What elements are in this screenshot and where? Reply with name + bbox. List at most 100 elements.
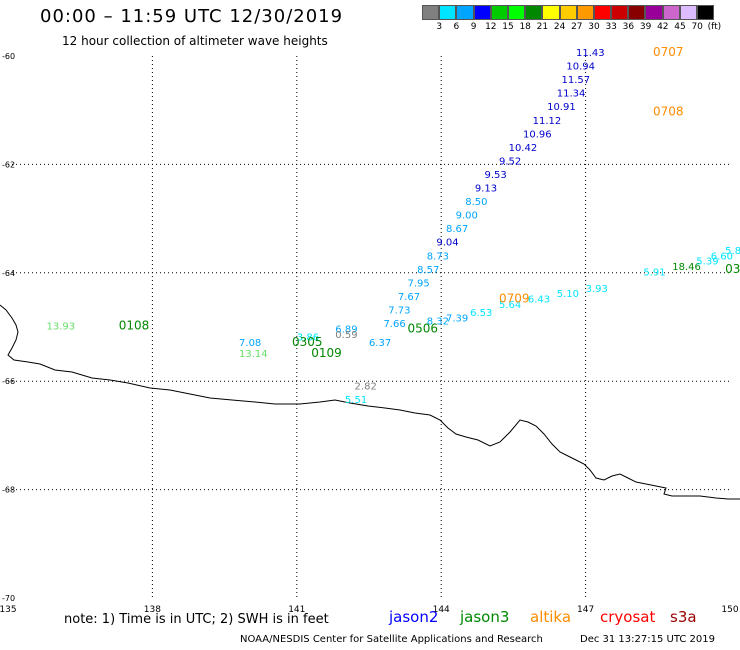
y-tick-label: -68 [2,486,15,495]
wave-values: 11.43 10.94 11.57 11.34 10.91 11.12 10.96 10.42… [47,48,740,406]
y-tick-label: -62 [2,160,15,169]
track-label: 0709 [499,292,530,306]
wave-value: 7.39 [446,314,468,325]
legend-label: 12 [485,22,497,32]
plot-area [8,56,730,598]
track-label: 0109 [311,346,342,360]
wave-value: 8.73 [427,251,449,262]
legend-labels: 3 6 9 12 15 18 21 24 27 30 33 36 39 42 45 70 (ft) [422,22,732,36]
map-title: 00:00 – 11:59 UTC 12/30/2019 [40,6,344,27]
legend-label: 21 [536,22,549,32]
wave-value: 8.67 [446,224,468,235]
legend-swatch [628,5,646,20]
axis-tick-labels: 135 138 141 144 147 150 -60 -62 -64 -66 -68 -70 [0,52,739,615]
satellite-cryosat: cryosat [600,608,656,626]
wave-value: 8.50 [465,197,487,208]
wave-value: 7.66 [383,319,405,330]
wave-value: 13.93 [47,322,76,333]
legend-swatch [576,5,594,20]
track-label: 0506 [408,321,439,335]
footer-note: note: 1) Time is in UTC; 2) SWH is in fe… [64,612,329,627]
y-tick-label: -60 [2,52,15,61]
wave-value: 10.96 [523,129,552,140]
legend-swatch [697,5,715,20]
wave-value: 11.34 [557,89,586,100]
wave-value: 9.13 [475,184,497,195]
legend-swatch [422,5,440,20]
satellite-jason2: jason2 [389,608,439,626]
wave-value: 9.04 [436,238,458,249]
wave-value: 3.93 [586,284,608,295]
y-tick-label: -70 [2,594,15,603]
wave-height-legend: 3 6 9 12 15 18 21 24 27 30 33 36 39 42 45 70 (ft) [422,5,732,37]
wave-value: 6.89 [335,324,357,335]
wave-value: 11.57 [562,75,591,86]
wave-value: 6.53 [470,308,492,319]
satellite-s3a: s3a [670,608,697,626]
legend-label: 24 [553,22,566,32]
legend-swatch [456,5,474,20]
wave-value: 11.43 [576,48,605,59]
wave-value: 0.59 [335,330,357,341]
track-label: 0708 [653,105,684,119]
legend-swatch [611,5,629,20]
legend-label: 9 [470,22,477,32]
legend-label: 33 [605,22,617,32]
wave-value: 5.39 [696,257,718,268]
legend-swatch [559,5,577,20]
wave-value: 5.10 [557,289,579,300]
track-label: 030 [725,262,740,276]
wave-value: 5.86 [725,246,740,257]
satellite-altika: altika [530,608,572,626]
legend-swatch [439,5,457,20]
legend-swatch [679,5,697,20]
wave-value: 8.32 [427,316,449,327]
x-tick-label: 144 [433,605,450,615]
wave-value: 6.60 [711,251,733,262]
wave-value: 9.00 [456,211,478,222]
graticule [8,56,730,598]
legend-label: 45 [674,22,686,32]
wave-value: 9.52 [499,156,521,167]
legend-label: 18 [519,22,531,32]
legend-label: 27 [571,22,583,32]
legend-swatch [473,5,491,20]
x-tick-label: 147 [577,605,594,615]
legend-label: 36 [622,22,635,32]
map-subtitle: 12 hour collection of altimeter wave hei… [62,34,328,48]
legend-swatch [593,5,612,20]
legend-swatch [507,5,526,20]
credit-text: NOAA/NESDIS Center for Satellite Applica… [240,634,543,645]
x-tick-label: 138 [144,605,161,615]
wave-value: 2.82 [355,381,377,392]
legend-label: 39 [639,22,652,32]
wave-value: 13.14 [239,349,268,360]
wave-value: 10.94 [566,62,595,73]
wave-value: 6.43 [528,295,550,306]
x-tick-label: 150 [721,605,738,615]
legend-label: 15 [502,22,514,32]
legend-label: 3 [436,22,443,32]
x-tick-label: 135 [0,605,17,615]
wave-value: 8.57 [417,265,439,276]
legend-label: 6 [453,22,460,32]
legend-label: (ft) [707,22,722,32]
legend-swatches [422,5,732,20]
wave-value: 5.51 [345,395,367,406]
legend-label: 70 [691,22,703,32]
wave-value: 18.46 [672,262,701,273]
y-tick-label: -64 [2,269,15,278]
wave-value: 7.67 [398,292,420,303]
coastline [0,304,740,500]
track-label: 0108 [119,319,150,333]
wave-value: 7.08 [239,338,261,349]
wave-value: 5.91 [643,268,665,279]
legend-swatch [490,5,508,20]
wave-value: 11.12 [533,116,562,127]
wave-value: 9.53 [485,170,507,181]
wave-value: 6.37 [369,338,391,349]
x-tick-label: 141 [288,605,305,615]
legend-label: 30 [588,22,600,32]
